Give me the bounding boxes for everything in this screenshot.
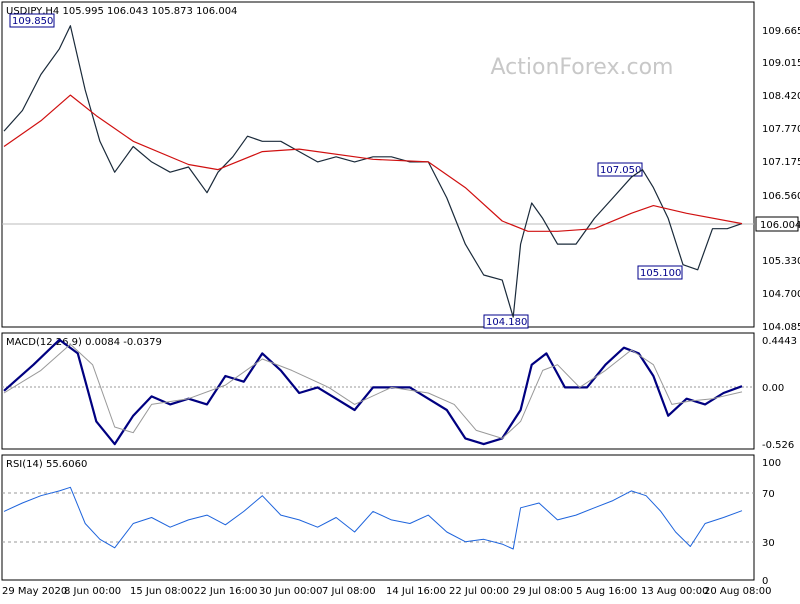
price-tick: 104.085 [762, 322, 800, 333]
x-tick: 29 Jul 08:00 [513, 586, 573, 597]
usdjpy-line [3, 25, 743, 318]
macd-tick: 0.00 [762, 383, 784, 394]
price-tick: 104.700 [762, 289, 800, 300]
price-tick: 109.015 [762, 58, 800, 69]
x-tick: 8 Jun 00:00 [64, 586, 121, 597]
last-price-tag [755, 216, 799, 232]
x-axis: 29 May 2020 8 Jun 00:00 15 Jun 08:00 22 … [2, 586, 771, 597]
annotation-105100: 105.100 [640, 268, 681, 279]
price-tick: 106.560 [762, 191, 800, 202]
price-series-group [3, 25, 743, 318]
x-tick: 15 Jun 08:00 [130, 586, 194, 597]
x-tick: 7 Jul 08:00 [322, 586, 376, 597]
price-tick: 108.420 [762, 91, 800, 102]
rsi-tick: 30 [762, 538, 775, 549]
rsi-series-group [3, 486, 743, 550]
price-tick: 109.665 [762, 26, 800, 37]
macd-tick: -0.526 [762, 440, 794, 451]
annotation-low: 104.180 [486, 317, 527, 328]
x-tick: 14 Jul 16:00 [386, 586, 446, 597]
annotation-107050: 107.050 [600, 165, 641, 176]
rsi-tick: 100 [762, 458, 781, 469]
ma-line [3, 94, 743, 232]
rsi-line [3, 486, 743, 550]
last-price-text: 106.004 [760, 220, 800, 231]
price-annotations: 109.850 107.050 105.100 104.180 [9, 13, 683, 329]
price-tick: 107.175 [762, 157, 800, 168]
price-tick: 105.330 [762, 256, 800, 267]
x-tick: 20 Aug 08:00 [704, 586, 771, 597]
watermark: ActionForex.com [491, 55, 674, 80]
rsi-panel [1, 454, 755, 581]
annotation-high: 109.850 [12, 16, 53, 27]
macd-tick: 0.4443 [762, 336, 797, 347]
rsi-tick: 70 [762, 489, 775, 500]
macd-series-group [3, 338, 743, 446]
x-tick: 22 Jul 00:00 [449, 586, 509, 597]
rsi-label: RSI(14) 55.6060 [6, 459, 87, 470]
x-tick: 22 Jun 16:00 [194, 586, 258, 597]
rsi-tick: 0 [762, 576, 768, 587]
x-tick: 29 May 2020 [2, 586, 67, 597]
macd-panel [1, 332, 755, 450]
symbol-label: USDJPY,H4 105.995 106.043 105.873 106.00… [6, 6, 237, 17]
signal-line [3, 343, 743, 439]
macd-label: MACD(12,26,9) 0.0084 -0.0379 [6, 337, 162, 348]
x-tick: 13 Aug 00:00 [641, 586, 708, 597]
price-tick: 107.770 [762, 124, 800, 135]
price-axis: 109.665 109.015 108.420 107.770 107.175 … [762, 26, 800, 333]
x-tick: 30 Jun 00:00 [259, 586, 323, 597]
x-tick: 5 Aug 16:00 [576, 586, 637, 597]
